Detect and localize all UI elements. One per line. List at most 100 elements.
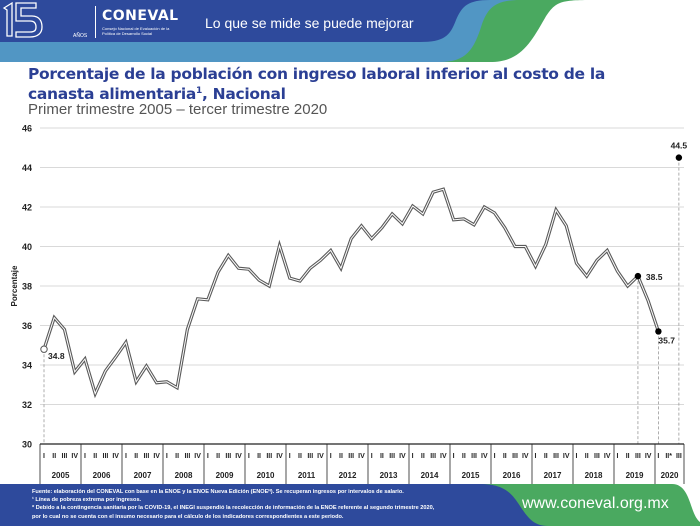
quarter-label: I xyxy=(657,453,659,460)
footer-waves xyxy=(0,484,700,526)
quarter-label: II xyxy=(380,453,384,460)
quarter-label: II xyxy=(52,453,56,460)
quarter-label: III xyxy=(225,453,231,460)
quarter-label: I xyxy=(84,453,86,460)
grid-lines xyxy=(40,127,684,405)
y-tick-label: 34 xyxy=(22,361,32,371)
quarter-label: II xyxy=(339,453,343,460)
y-tick-label: 32 xyxy=(22,400,32,410)
quarter-label: IV xyxy=(563,453,570,460)
y-tick-label: 30 xyxy=(22,440,32,450)
year-label: 2020 xyxy=(661,471,679,480)
footer-banner: Fuente: elaboración del CONEVAL con base… xyxy=(0,484,700,526)
year-label: 2009 xyxy=(216,471,234,480)
quarter-label: III xyxy=(594,453,600,460)
dashed-reference-lines xyxy=(43,157,680,444)
data-label: 44.5 xyxy=(671,141,688,151)
quarter-label: III xyxy=(512,453,518,460)
header-banner: AÑOS CONEVAL Consejo Nacional de Evaluac… xyxy=(0,0,700,64)
y-axis-label: Porcentaje xyxy=(10,265,19,306)
year-label: 2005 xyxy=(52,471,70,480)
quarter-label: I xyxy=(371,453,373,460)
y-tick-label: 42 xyxy=(22,203,32,213)
quarter-label: II xyxy=(175,453,179,460)
chart-title-suffix: , Nacional xyxy=(201,85,286,104)
logo-separator xyxy=(95,6,96,38)
quarter-label: I xyxy=(535,453,537,460)
quarter-label: I xyxy=(453,453,455,460)
footnote-3: por lo cual no se cuenta con el insumo n… xyxy=(32,513,344,520)
quarter-label: II xyxy=(134,453,138,460)
year-label: 2019 xyxy=(626,471,644,480)
year-label: 2012 xyxy=(339,471,357,480)
quarter-label: III xyxy=(471,453,477,460)
year-label: 2017 xyxy=(544,471,562,480)
data-label: 38.5 xyxy=(646,272,663,282)
quarter-label: I xyxy=(125,453,127,460)
quarter-label: IV xyxy=(235,453,242,460)
quarter-label: III xyxy=(553,453,559,460)
footnote-1: ¹ Línea de pobreza extrema por ingresos. xyxy=(32,497,142,504)
quarter-label: IV xyxy=(71,453,78,460)
series-line xyxy=(42,187,660,399)
year-label: 2008 xyxy=(175,471,193,480)
footnote-source: Fuente: elaboración del CONEVAL con base… xyxy=(32,489,404,495)
header-waves xyxy=(0,0,590,62)
quarter-label: I xyxy=(166,453,168,460)
series-line-outline xyxy=(42,187,660,399)
quarter-label: II xyxy=(626,453,630,460)
annotation-markers: 34.8 38.5 35.7 44.5 xyxy=(40,141,688,361)
footnote-2: * Debido a la contingencia sanitaria por… xyxy=(32,505,435,512)
y-tick-label: 46 xyxy=(22,124,32,134)
year-label: 2015 xyxy=(462,471,480,480)
header-darkblue-wave xyxy=(0,0,490,42)
quarter-label: III xyxy=(103,453,109,460)
year-label: 2018 xyxy=(585,471,603,480)
quarter-label: IV xyxy=(358,453,365,460)
year-label: 2006 xyxy=(93,471,111,480)
header-tagline: Lo que se mide se puede mejorar xyxy=(205,15,414,31)
footer-blue-wave xyxy=(0,484,548,526)
y-tick-label: 36 xyxy=(22,321,32,331)
footer-green-wave xyxy=(480,484,700,526)
quarter-label: II xyxy=(93,453,97,460)
year-label: 2014 xyxy=(421,471,439,480)
quarter-label: IV xyxy=(481,453,488,460)
y-tick-labels: 30 32 34 36 38 40 42 44 46 xyxy=(22,124,32,450)
footnotes: Fuente: elaboración del CONEVAL con base… xyxy=(32,488,502,521)
year-label: 2010 xyxy=(257,471,275,480)
quarter-label: I xyxy=(412,453,414,460)
quarter-label: II xyxy=(544,453,548,460)
quarter-label: II xyxy=(503,453,507,460)
year-label: 2007 xyxy=(134,471,152,480)
quarter-label: III xyxy=(348,453,354,460)
website-url: www.coneval.org.mx xyxy=(522,495,669,512)
quarter-label: I xyxy=(330,453,332,460)
quarter-label: IV xyxy=(153,453,160,460)
quarter-label: IV xyxy=(194,453,201,460)
quarter-label: IV xyxy=(604,453,611,460)
filled-circle-marker xyxy=(675,154,683,161)
open-circle-marker xyxy=(40,345,48,353)
quarter-label: I xyxy=(248,453,250,460)
quarter-label: II xyxy=(298,453,302,460)
quarter-label: III xyxy=(184,453,190,460)
quarter-label: II xyxy=(216,453,220,460)
year-label: 2011 xyxy=(298,471,316,480)
chart-subtitle: Primer trimestre 2005 – tercer trimestre… xyxy=(28,101,328,118)
quarter-label: IV xyxy=(645,453,652,460)
quarter-label: I xyxy=(289,453,291,460)
y-tick-label: 40 xyxy=(22,242,32,252)
quarter-label: II xyxy=(421,453,425,460)
quarter-label: I xyxy=(576,453,578,460)
coneval-logo-text: CONEVAL xyxy=(102,8,179,24)
chart-title-footnote-mark: 1 xyxy=(196,86,202,96)
quarter-label: III xyxy=(266,453,272,460)
quarter-label: IV xyxy=(399,453,406,460)
quarter-label: II xyxy=(462,453,466,460)
coneval-logo-subtitle: Consejo Nacional de Evaluación de la Pol… xyxy=(102,26,170,36)
quarter-label: II xyxy=(585,453,589,460)
year-label: 2016 xyxy=(503,471,521,480)
quarter-label: III xyxy=(307,453,313,460)
